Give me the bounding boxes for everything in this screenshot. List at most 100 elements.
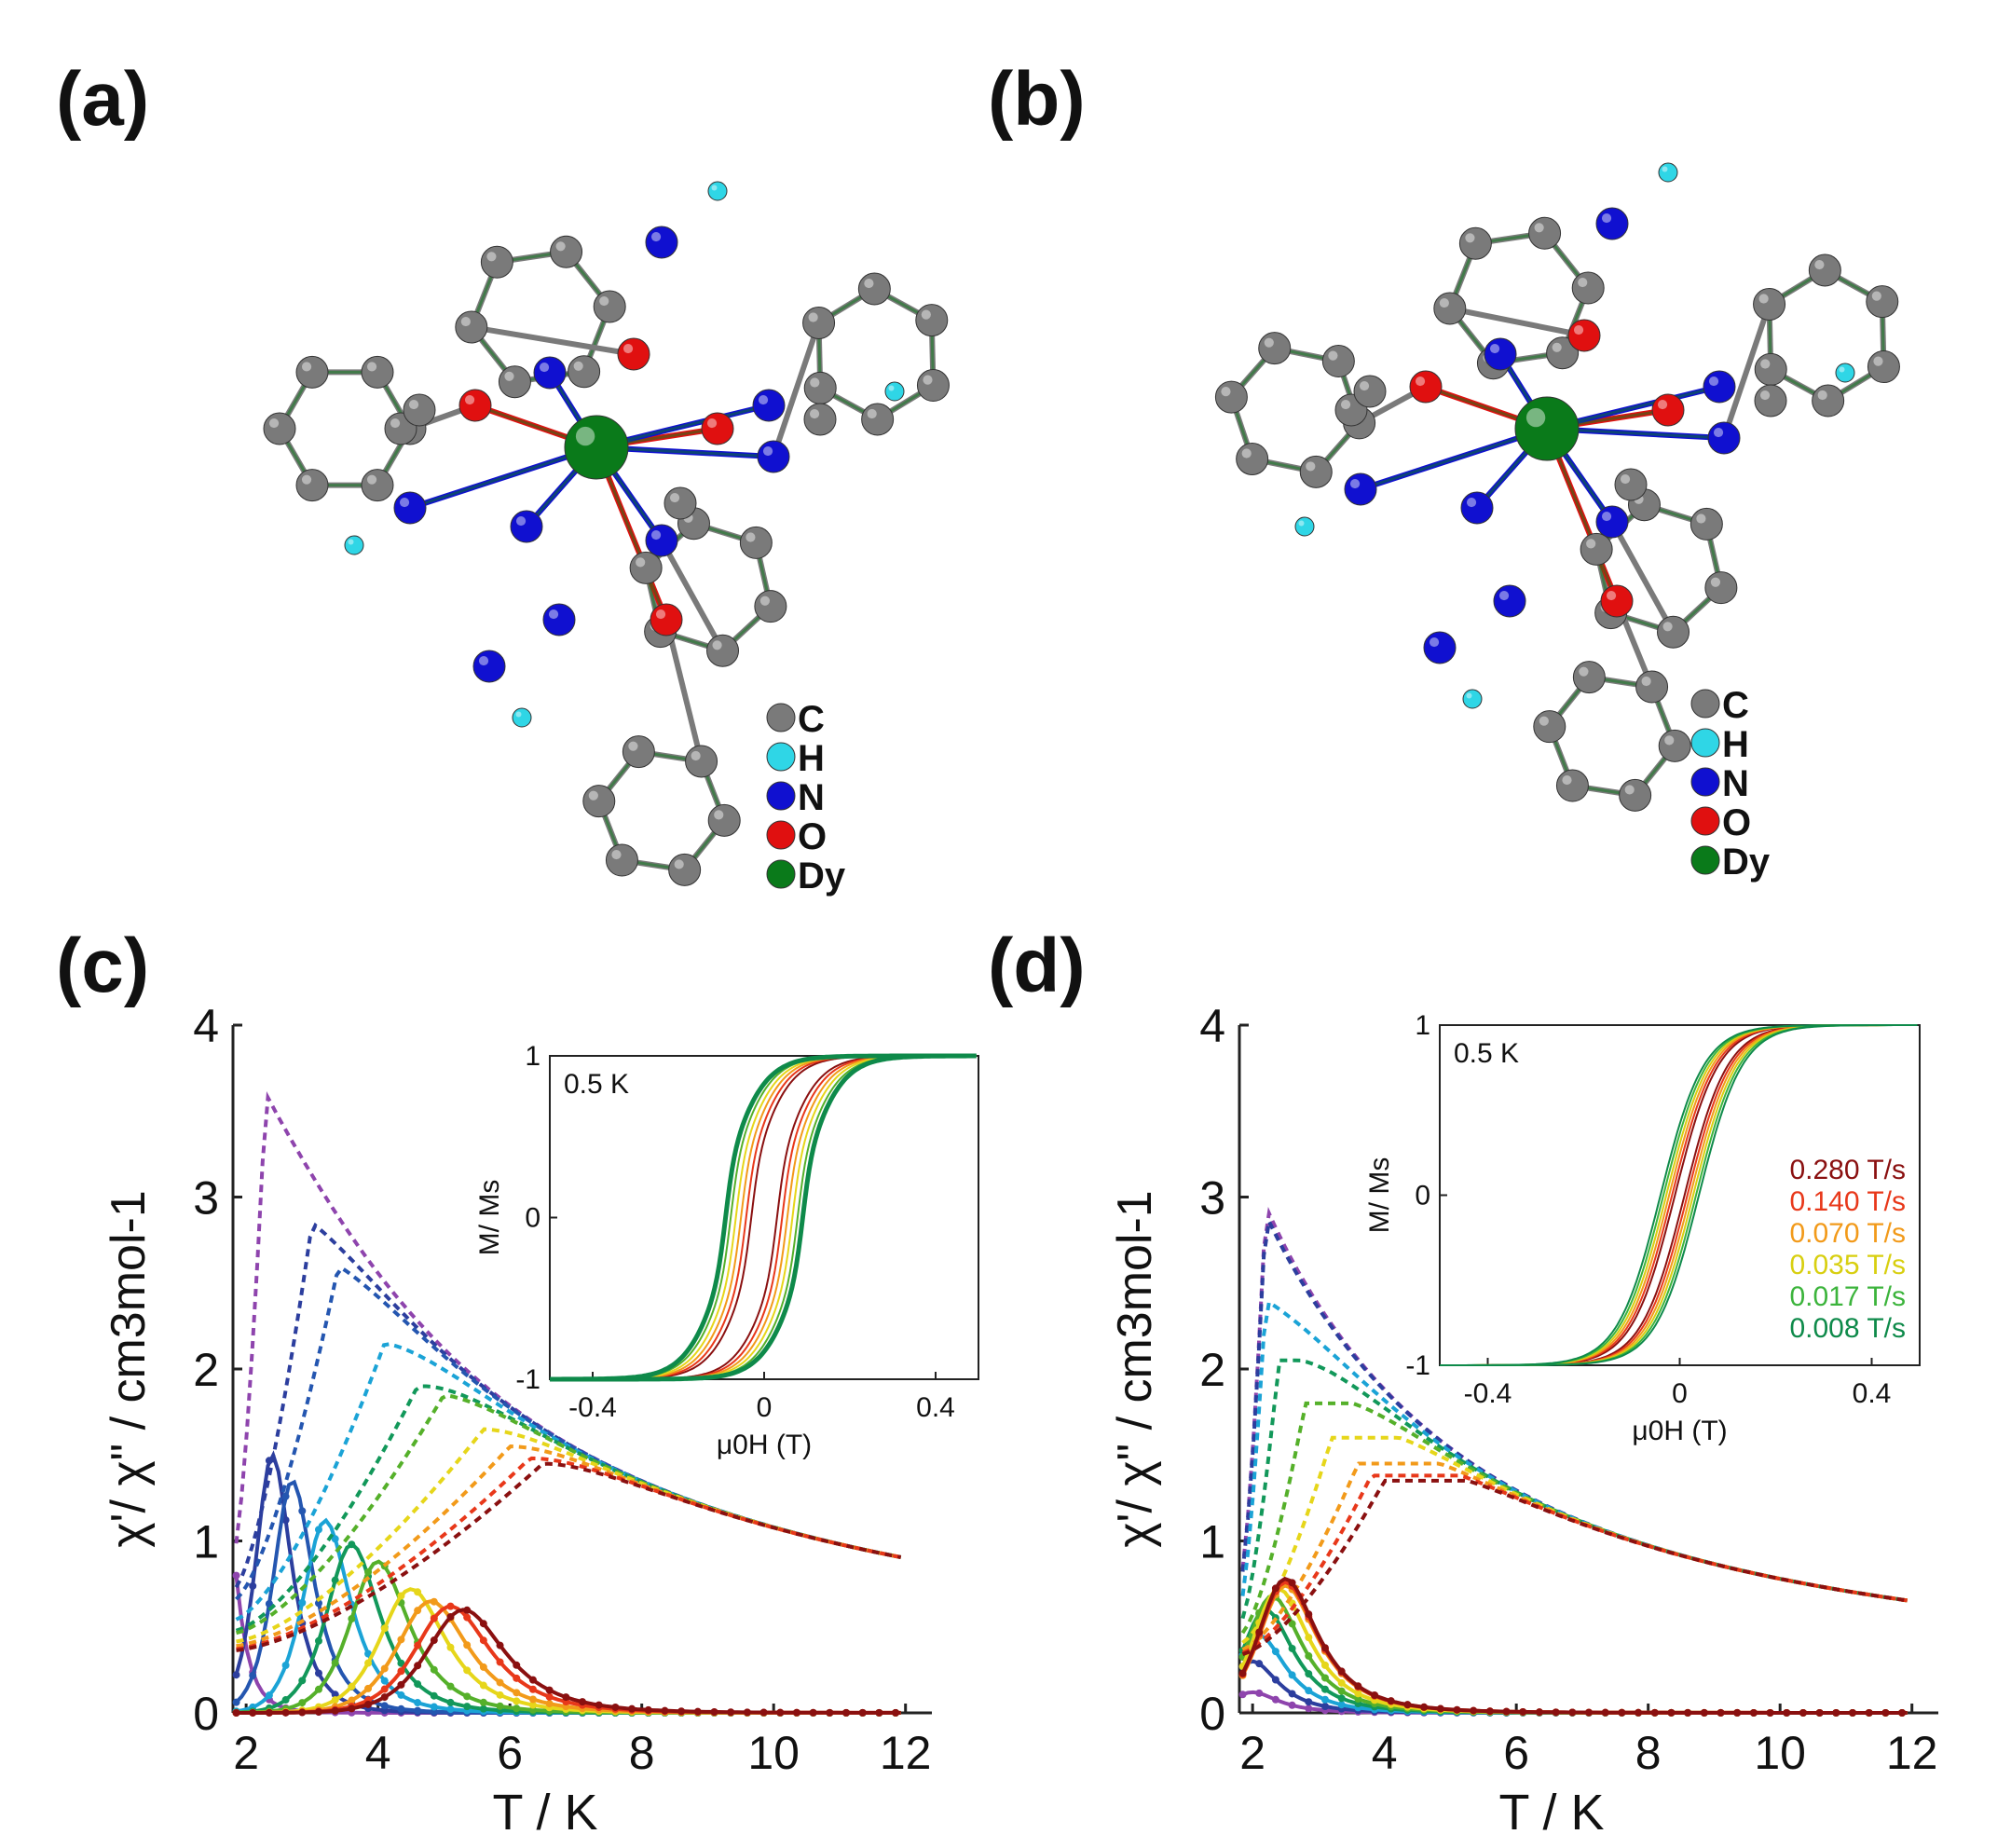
- x-tick-label: 12: [880, 1727, 932, 1779]
- data-point: [1320, 1685, 1329, 1693]
- data-point: [1485, 1707, 1494, 1716]
- atom-C: [1353, 375, 1387, 408]
- atom-H: [1658, 162, 1678, 183]
- data-point: [397, 1691, 405, 1699]
- atom-shine: [1710, 577, 1721, 587]
- data-point: [364, 1659, 373, 1667]
- data-point: [249, 1581, 257, 1590]
- atom-shine: [759, 595, 771, 606]
- data-point: [1337, 1694, 1346, 1703]
- inset-y-tick-label: 0: [1415, 1181, 1430, 1211]
- series-real-8: [1241, 1478, 1908, 1656]
- data-point: [1238, 1669, 1247, 1677]
- data-point: [1320, 1644, 1329, 1652]
- data-point: [1650, 1708, 1659, 1717]
- atom-C: [550, 235, 583, 268]
- data-point: [1717, 1708, 1725, 1717]
- atom-shine: [464, 394, 475, 405]
- atom-shine: [1466, 692, 1472, 699]
- data-point: [1305, 1651, 1313, 1660]
- legend-label-O: O: [1722, 802, 1751, 843]
- data-point: [1337, 1667, 1346, 1676]
- data-point: [397, 1667, 405, 1676]
- legend-atom-C: [766, 703, 796, 732]
- data-point: [414, 1706, 422, 1715]
- atom-shine: [650, 231, 662, 242]
- data-point: [1667, 1708, 1676, 1717]
- data-point: [579, 1698, 586, 1706]
- atom-N: [510, 510, 543, 543]
- atom-C: [802, 306, 836, 339]
- data-point: [397, 1659, 405, 1667]
- x-tick-label: 10: [1754, 1727, 1806, 1779]
- data-point: [348, 1540, 356, 1549]
- data-point: [314, 1599, 322, 1608]
- atom-O: [617, 337, 650, 371]
- data-point: [595, 1701, 603, 1709]
- atom-shine: [504, 371, 514, 381]
- data-point: [1815, 1708, 1824, 1717]
- data-point: [446, 1705, 455, 1714]
- atom-shine: [691, 750, 701, 761]
- data-point: [479, 1620, 487, 1628]
- data-point: [1387, 1697, 1395, 1705]
- data-point: [446, 1643, 455, 1651]
- atom-O: [650, 603, 683, 637]
- data-point: [1684, 1708, 1692, 1717]
- y-tick-label: 1: [193, 1516, 219, 1568]
- atom-C: [1555, 769, 1589, 802]
- data-point: [249, 1708, 257, 1717]
- atom-shine: [1525, 407, 1546, 428]
- series-imag-4: [236, 1541, 901, 1715]
- x-tick-label: 2: [233, 1727, 259, 1779]
- atom-shine: [1871, 291, 1881, 301]
- data-point: [414, 1699, 422, 1707]
- y-tick-label: 1: [1199, 1516, 1225, 1568]
- inset-legend-entry: 0.280 T/s: [1789, 1155, 1906, 1185]
- atom-N: [645, 524, 678, 557]
- atom-shine: [575, 426, 595, 446]
- data-point: [727, 1708, 735, 1717]
- inset-x-label: μ0H (T): [717, 1430, 812, 1460]
- data-point: [1766, 1708, 1774, 1717]
- atom-C: [1657, 615, 1690, 649]
- legend-atom-N: [766, 781, 796, 811]
- inset-frame: [549, 1055, 979, 1380]
- data-point: [1320, 1695, 1329, 1704]
- legend-label-H: H: [1722, 724, 1749, 765]
- data-point: [1502, 1707, 1511, 1716]
- atom-shine: [1696, 513, 1706, 524]
- data-point: [463, 1666, 472, 1675]
- data-point: [1568, 1708, 1577, 1717]
- data-point: [331, 1696, 339, 1704]
- atom-O: [1600, 584, 1634, 618]
- atom-shine: [460, 316, 471, 327]
- atom-shine: [390, 418, 401, 429]
- legend-atom-H: [1690, 728, 1720, 758]
- data-point: [1271, 1695, 1279, 1704]
- inset-x-tick-label: 0: [757, 1392, 773, 1423]
- data-point: [348, 1704, 356, 1713]
- atom-shine: [808, 312, 818, 322]
- data-point: [430, 1691, 438, 1700]
- legend-label-C: C: [1722, 685, 1749, 726]
- bond: [1721, 303, 1772, 439]
- data-point: [1255, 1689, 1264, 1697]
- atom-N: [1344, 472, 1377, 506]
- data-point: [1288, 1579, 1296, 1587]
- series-real-9: [236, 1461, 902, 1652]
- x-tick-label: 8: [1635, 1727, 1662, 1779]
- data-point: [281, 1516, 290, 1525]
- atom-shine: [1624, 785, 1635, 795]
- atom-shine: [622, 343, 634, 354]
- atom-shine: [1760, 359, 1771, 369]
- data-point: [463, 1641, 472, 1650]
- atom-C: [1571, 271, 1605, 305]
- atom-shine: [1359, 380, 1370, 391]
- y-axis-label: χ'/ χ" / cm3mol-1: [1108, 1190, 1162, 1547]
- inset-0: -0.4 0 0.4 -1 0 1 0.5 K μ0H (T) M/ Ms: [474, 1041, 979, 1460]
- atom-shine: [809, 408, 820, 419]
- atom-shine: [746, 532, 756, 542]
- data-point: [1288, 1671, 1296, 1679]
- data-point: [528, 1685, 537, 1693]
